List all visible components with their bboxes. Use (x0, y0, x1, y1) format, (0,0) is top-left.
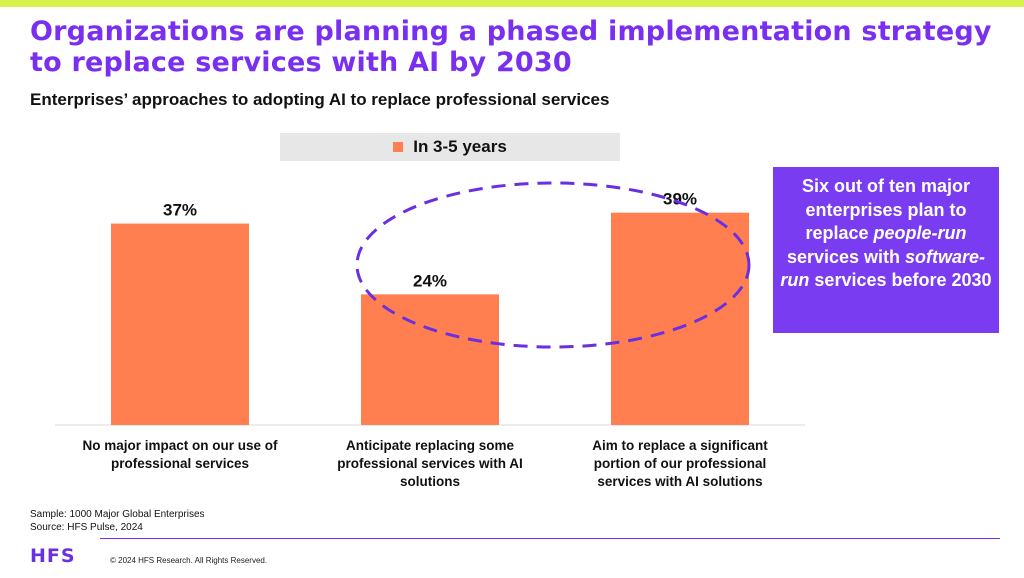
footer-divider (100, 538, 1000, 539)
category-label-3: Aim to replace a significant portion of o… (592, 438, 768, 489)
callout-text-1: Six out of ten major enterprises plan to… (801, 176, 970, 243)
chart-legend: In 3-5 years (280, 133, 620, 161)
category-label-1: No major impact on our use of professiona… (82, 438, 278, 471)
chart-subtitle: Enterprises’ approaches to adopting AI t… (30, 90, 610, 109)
bar-3 (611, 212, 749, 425)
chart-notes: Sample: 1000 Major Global Enterprises So… (30, 508, 205, 534)
highlight-ellipse (355, 181, 751, 349)
source-note: Source: HFS Pulse, 2024 (30, 522, 143, 533)
callout-box: Six out of ten major enterprises plan to… (773, 167, 999, 333)
bar-chart: 37% No major impact on our use of professi… (55, 181, 805, 489)
sample-note: Sample: 1000 Major Global Enterprises (30, 509, 205, 520)
callout-emphasis-2: software-run (780, 246, 986, 291)
callout-emphasis-1: people-run (873, 223, 967, 243)
top-accent-bar (0, 0, 1024, 7)
copyright-text: © 2024 HFS Research. All Rights Reserved… (110, 556, 268, 565)
legend-swatch (393, 142, 404, 152)
data-label-3: 39% (663, 190, 697, 209)
bar-1 (111, 223, 249, 425)
category-label-2: Anticipate replacing some professional se… (337, 438, 523, 489)
data-label-1: 37% (163, 201, 197, 220)
slide-title: Organizations are planning a phased impl… (30, 16, 992, 78)
legend-label: In 3-5 years (413, 137, 507, 156)
callout-text-3: services before 2030 (809, 270, 992, 290)
data-label-2: 24% (413, 271, 447, 290)
callout-text-2: services with (786, 246, 906, 267)
hfs-logo: HFS (30, 545, 76, 567)
bar-2 (361, 294, 499, 425)
